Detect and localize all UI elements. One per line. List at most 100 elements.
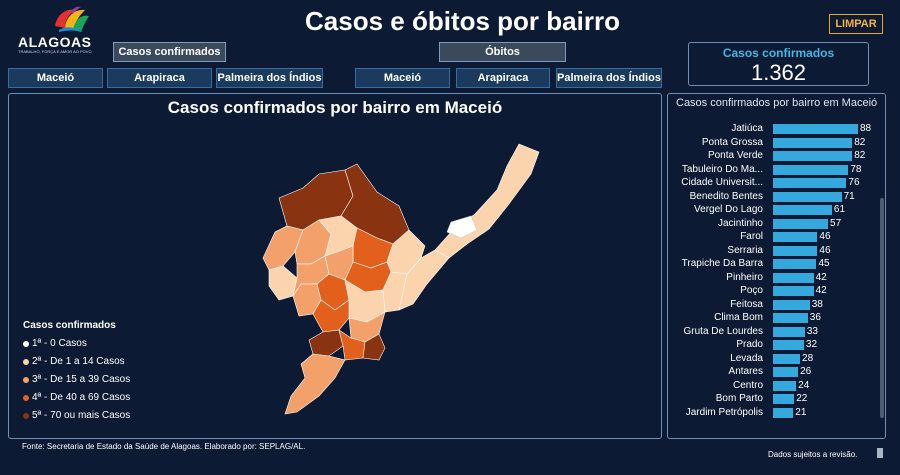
legend-item[interactable]: 2ª - De 1 a 14 Casos bbox=[23, 353, 130, 371]
bar[interactable] bbox=[773, 191, 842, 202]
bar[interactable] bbox=[773, 286, 814, 296]
bar-row[interactable]: Benedito Bentes 71 bbox=[668, 190, 875, 204]
legend-dot bbox=[23, 395, 29, 401]
bar[interactable] bbox=[773, 340, 804, 350]
obitos-city-arapiraca-button[interactable]: Arapiraca bbox=[456, 68, 550, 88]
bar-row[interactable]: Feitosa 38 bbox=[668, 298, 875, 312]
bar-row[interactable]: Ponta Grossa 82 bbox=[668, 136, 875, 150]
bar[interactable] bbox=[773, 299, 810, 310]
bar-value-label: 42 bbox=[815, 271, 827, 283]
bar-row[interactable]: Pinheiro 42 bbox=[668, 271, 875, 285]
bar[interactable] bbox=[773, 380, 797, 391]
bar[interactable] bbox=[773, 245, 818, 256]
map-region-south-east bbox=[382, 271, 408, 313]
bar[interactable] bbox=[773, 353, 801, 364]
bar-category-label: Jardim Petrópolis bbox=[685, 406, 763, 418]
bar-row[interactable]: Vergel Do Lago 61 bbox=[668, 203, 875, 217]
legend-title: Casos confirmados bbox=[23, 320, 116, 331]
clear-filters-button[interactable]: LIMPAR bbox=[829, 14, 883, 34]
casos-confirmados-header-button[interactable]: Casos confirmados bbox=[113, 42, 226, 62]
obitos-city-palmeira-button[interactable]: Palmeira dos Índios bbox=[556, 68, 662, 88]
bar[interactable] bbox=[773, 232, 818, 242]
chart-scrollbar[interactable] bbox=[880, 198, 884, 418]
map-region-south-tip bbox=[284, 353, 346, 415]
bar-value-label: 61 bbox=[833, 204, 846, 215]
page-title: Casos e óbitos por bairro bbox=[305, 6, 620, 36]
bar-category-label: Prado bbox=[736, 339, 763, 350]
bar-category-label: Centro bbox=[732, 379, 763, 391]
bar[interactable] bbox=[773, 124, 858, 134]
legend-dot bbox=[23, 359, 29, 365]
bar-row[interactable]: Cidade Universit... 76 bbox=[668, 176, 875, 190]
bar[interactable] bbox=[773, 218, 829, 229]
bar-value-label: 22 bbox=[796, 393, 808, 404]
map-region-white bbox=[446, 215, 478, 239]
bar-category-label: Gruta De Lourdes bbox=[683, 325, 764, 337]
bar-category-label: Pinheiro bbox=[726, 271, 763, 283]
bar-row[interactable]: Centro 24 bbox=[668, 379, 875, 393]
map-region-east-dark bbox=[362, 333, 386, 361]
bar-value-label: 88 bbox=[860, 123, 872, 134]
legend-dot bbox=[23, 377, 29, 383]
bar-row[interactable]: Farol 46 bbox=[668, 230, 875, 244]
bar-value-label: 36 bbox=[809, 312, 821, 323]
obitos-header-button[interactable]: Óbitos bbox=[439, 42, 566, 62]
bar-value-label: 45 bbox=[818, 258, 830, 269]
bar-value-label: 46 bbox=[819, 231, 831, 242]
logo-tagline: TRABALHO, FORÇA E AMOR AO POVO bbox=[18, 49, 92, 54]
bar-row[interactable]: Jacintinho 57 bbox=[668, 217, 875, 231]
bar-value-label: 38 bbox=[811, 298, 823, 310]
legend-label: 4ª - De 40 a 69 Casos bbox=[32, 392, 131, 403]
legend-item[interactable]: 4ª - De 40 a 69 Casos bbox=[23, 389, 130, 407]
bar-value-label: 57 bbox=[830, 217, 842, 229]
bar[interactable] bbox=[773, 178, 847, 188]
bar[interactable] bbox=[773, 137, 853, 148]
bar-row[interactable]: Ponta Verde 82 bbox=[668, 149, 875, 163]
legend-item[interactable]: 1ª - 0 Casos bbox=[23, 335, 130, 353]
confirmados-city-palmeira-button[interactable]: Palmeira dos Índios bbox=[216, 68, 323, 88]
bar-value-label: 32 bbox=[805, 339, 818, 350]
obitos-city-maceio-button[interactable]: Maceió bbox=[355, 68, 450, 88]
bar-row[interactable]: Levada 28 bbox=[668, 352, 875, 366]
page-indicator[interactable] bbox=[877, 448, 883, 458]
bar[interactable] bbox=[773, 272, 814, 283]
confirmados-city-maceio-button[interactable]: Maceió bbox=[8, 68, 103, 88]
bar-row[interactable]: Bom Parto 22 bbox=[668, 392, 875, 406]
confirmados-city-arapiraca-button[interactable]: Arapiraca bbox=[107, 68, 212, 88]
bar-value-label: 46 bbox=[819, 244, 831, 256]
bar-row[interactable]: Clima Bom 36 bbox=[668, 311, 875, 325]
bar-category-label: Jacintinho bbox=[717, 217, 763, 229]
bar[interactable] bbox=[773, 326, 805, 337]
bar[interactable] bbox=[773, 407, 794, 418]
legend-item[interactable]: 5ª - 70 ou mais Casos bbox=[23, 407, 130, 425]
bar[interactable] bbox=[773, 313, 808, 323]
legend-label: 5ª - 70 ou mais Casos bbox=[32, 410, 131, 421]
bar-row[interactable]: Tabuleiro Do Ma... 78 bbox=[668, 163, 875, 177]
bar-row[interactable]: Serraria 46 bbox=[668, 244, 875, 258]
bar[interactable] bbox=[773, 394, 795, 404]
bar-category-label: Jatiúca bbox=[731, 123, 763, 134]
map-region-lagoon-dark bbox=[308, 329, 344, 357]
bar-category-label: Benedito Bentes bbox=[689, 190, 763, 202]
maceio-neighborhood-map[interactable] bbox=[239, 134, 559, 424]
bar[interactable] bbox=[773, 205, 832, 215]
bar-row[interactable]: Jatiúca 88 bbox=[668, 122, 875, 136]
bar[interactable] bbox=[773, 259, 817, 269]
legend-dot bbox=[23, 413, 29, 419]
bar-row[interactable]: Trapiche Da Barra 45 bbox=[668, 257, 875, 271]
bar[interactable] bbox=[773, 151, 853, 161]
bar-category-label: Bom Parto bbox=[715, 393, 763, 404]
bar-row[interactable]: Poço 42 bbox=[668, 284, 875, 298]
bar-category-label: Clima Bom bbox=[714, 312, 763, 323]
bar-value-label: 78 bbox=[850, 163, 862, 175]
bar[interactable] bbox=[773, 164, 849, 175]
bar[interactable] bbox=[773, 367, 799, 377]
bar-row[interactable]: Prado 32 bbox=[668, 338, 875, 352]
bar-category-label: Feitosa bbox=[730, 298, 763, 310]
bar-row[interactable]: Antares 26 bbox=[668, 365, 875, 379]
bar-row[interactable]: Gruta De Lourdes 33 bbox=[668, 325, 875, 339]
bar-row[interactable]: Jardim Petrópolis 21 bbox=[668, 406, 875, 420]
kpi-card: Casos confirmados 1.362 bbox=[688, 42, 869, 86]
legend-label: 2ª - De 1 a 14 Casos bbox=[32, 356, 125, 367]
legend-item[interactable]: 3ª - De 15 a 39 Casos bbox=[23, 371, 130, 389]
